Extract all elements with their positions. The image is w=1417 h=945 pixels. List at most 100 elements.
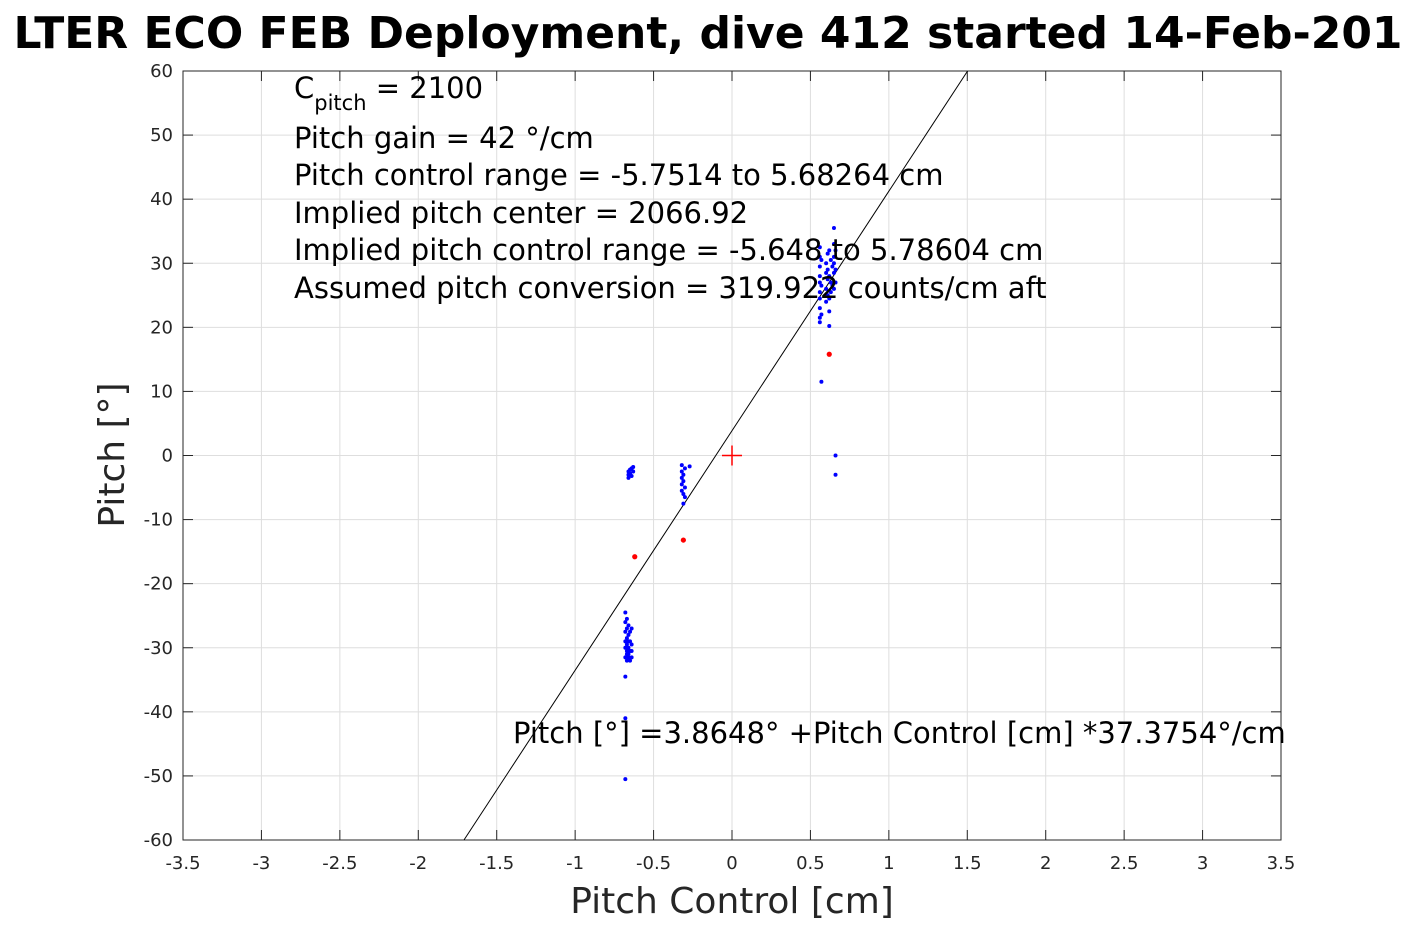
data-point [824, 286, 829, 291]
plot-layer [463, 70, 969, 841]
data-point [833, 453, 838, 458]
x-tick-label: -0.5 [636, 853, 671, 874]
data-point [629, 648, 634, 653]
annotation-implied-range: Implied pitch control range = -5.648 to … [294, 233, 1043, 267]
data-point [833, 280, 838, 285]
data-point [830, 283, 835, 288]
data-point [680, 537, 686, 543]
x-tick-label: 3.5 [1267, 853, 1296, 874]
data-point [833, 472, 838, 477]
data-point [828, 280, 833, 285]
x-tick-label: -3.5 [165, 853, 200, 874]
data-point [624, 626, 629, 631]
data-point [817, 264, 822, 269]
data-point [629, 655, 634, 660]
x-tick-label: 1 [883, 853, 894, 874]
x-tick-label: 0.5 [796, 853, 825, 874]
data-point [631, 465, 636, 470]
annotation-block: Cpitch = 2100 Pitch gain = 42 °/cm Pitch… [294, 71, 1047, 305]
c-pitch-value: = 2100 [367, 71, 484, 105]
data-point [623, 674, 628, 679]
data-point [819, 258, 824, 263]
data-point [817, 315, 822, 320]
c-pitch-base: C [294, 71, 314, 105]
data-point [687, 464, 692, 469]
data-point [817, 254, 822, 259]
data-point [624, 636, 629, 641]
x-tick-label: 1.5 [953, 853, 982, 874]
data-point [828, 290, 833, 295]
x-axis-label: Pitch Control [cm] [570, 881, 894, 922]
data-point [682, 485, 687, 490]
data-point [679, 488, 684, 493]
data-point [623, 645, 628, 650]
data-point [623, 620, 628, 625]
fit-line [463, 70, 969, 841]
data-point [817, 296, 822, 301]
data-point [831, 270, 836, 275]
data-point [681, 479, 686, 484]
data-point [824, 261, 829, 266]
data-point [629, 642, 634, 647]
data-point [833, 248, 838, 253]
data-point [623, 777, 628, 782]
data-point [681, 501, 686, 506]
data-point [827, 296, 832, 301]
x-tick-label: 2.5 [1110, 853, 1139, 874]
grid [182, 70, 1282, 841]
annotation-implied-center: Implied pitch center = 2066.92 [294, 196, 748, 230]
data-point [817, 306, 822, 311]
data-point [827, 248, 832, 253]
data-point [682, 495, 687, 500]
data-point [631, 469, 636, 474]
data-point [824, 299, 829, 304]
y-tick-label: 10 [150, 381, 173, 402]
data-point [681, 491, 686, 496]
data-point [833, 267, 838, 272]
data-point [623, 610, 628, 615]
y-tick-label: -40 [144, 702, 173, 723]
x-tick-label: -2 [409, 853, 427, 874]
data-point [819, 312, 824, 317]
data-point [830, 264, 835, 269]
data-point [626, 475, 631, 480]
data-point [831, 261, 836, 266]
data-point [831, 254, 836, 259]
data-point [679, 463, 684, 468]
y-axis-label: Pitch [°] [92, 382, 133, 527]
data-point [626, 655, 631, 660]
data-point [681, 472, 686, 477]
data-point [623, 716, 628, 721]
data-point [824, 270, 829, 275]
y-tick-label: 60 [150, 61, 173, 82]
c-pitch-subscript: pitch [314, 91, 366, 115]
annotation-pitch-gain: Pitch gain = 42 °/cm [294, 121, 594, 155]
data-point [831, 242, 836, 247]
x-tick-label: -1.5 [479, 853, 514, 874]
data-point [817, 274, 822, 279]
y-tick-label: 30 [150, 253, 173, 274]
y-tick-label: -50 [144, 766, 173, 787]
data-point [827, 309, 832, 314]
annotation-assumed-conversion: Assumed pitch conversion = 319.922 count… [294, 271, 1047, 305]
data-point [626, 623, 631, 628]
data-point [825, 277, 830, 282]
data-point [825, 267, 830, 272]
data-point [628, 658, 633, 663]
data-point [679, 482, 684, 487]
x-tick-label: 0 [726, 853, 737, 874]
chart-title: LTER ECO FEB Deployment, dive 412 starte… [13, 8, 1402, 59]
data-point [632, 554, 638, 560]
data-point [827, 324, 832, 329]
data-point [629, 474, 634, 479]
data-point [623, 655, 628, 660]
data-point [628, 639, 633, 644]
y-tick-label: 40 [150, 189, 173, 210]
x-tick-label: 2 [1040, 853, 1051, 874]
data-point [817, 290, 822, 295]
data-point [826, 351, 832, 357]
data-point [817, 320, 822, 325]
y-tick-label: 20 [150, 317, 173, 338]
